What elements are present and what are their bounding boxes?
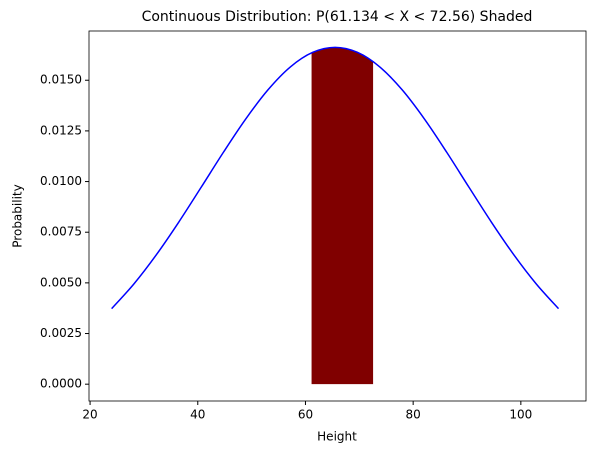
y-tick-label: 0.0125 bbox=[40, 123, 82, 137]
y-tick-label: 0.0150 bbox=[40, 73, 82, 87]
x-tick-label: 100 bbox=[509, 408, 532, 422]
x-tick-label: 60 bbox=[298, 408, 313, 422]
x-tick-label: 20 bbox=[82, 408, 97, 422]
chart-title: Continuous Distribution: P(61.134 < X < … bbox=[142, 9, 533, 25]
plot-frame bbox=[88, 30, 587, 402]
x-axis-label: Height bbox=[317, 430, 357, 444]
y-tick-label: 0.0050 bbox=[40, 275, 82, 289]
y-axis-label: Probability bbox=[11, 184, 25, 247]
pdf-curve bbox=[111, 46, 560, 310]
x-tick-label: 80 bbox=[406, 408, 421, 422]
shaded-area bbox=[311, 47, 374, 385]
y-tick-label: 0.0000 bbox=[40, 377, 82, 391]
y-tick-label: 0.0075 bbox=[40, 225, 82, 239]
y-tick-label: 0.0025 bbox=[40, 326, 82, 340]
x-tick-label: 40 bbox=[190, 408, 205, 422]
y-tick-label: 0.0100 bbox=[40, 174, 82, 188]
